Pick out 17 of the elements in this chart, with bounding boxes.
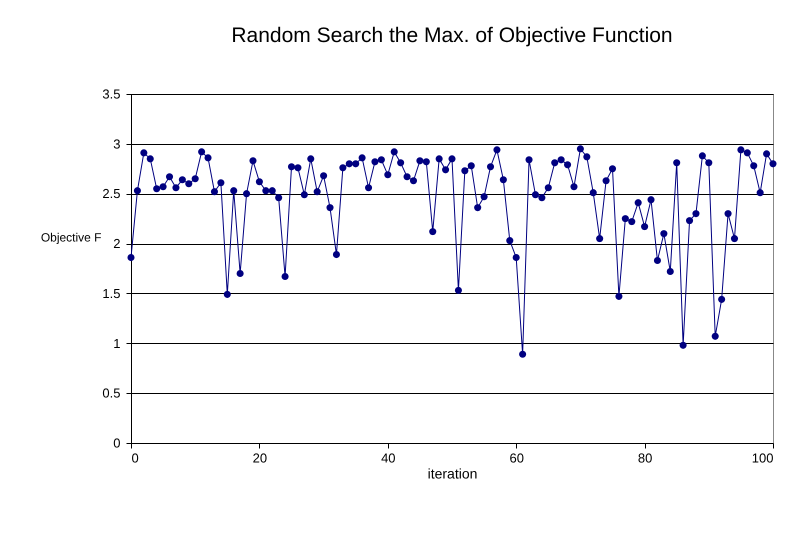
x-tick-label: 0 [132,450,139,466]
y-tick-label: 1 [113,336,120,351]
y-tick-label: 3.5 [102,86,120,102]
x-tick-label: 100 [752,450,774,466]
y-tick-label: 3 [113,136,120,152]
y-tick-label: 0 [113,436,120,450]
x-tick-label: 40 [381,450,396,466]
chart-title: Random Search the Max. of Objective Function [231,24,673,47]
y-tick-label: 2 [113,236,120,252]
x-tick-label: 20 [252,450,268,466]
x-tick-label: 60 [509,450,524,466]
y-axis-title: Objective F [40,230,102,244]
y-tick-label: 0.5 [102,386,120,401]
x-axis-title: iteration [428,466,478,482]
y-tick-label: 2.5 [102,186,120,202]
x-tick-label: 80 [638,450,652,466]
y-tick-label: 1.5 [102,286,120,301]
